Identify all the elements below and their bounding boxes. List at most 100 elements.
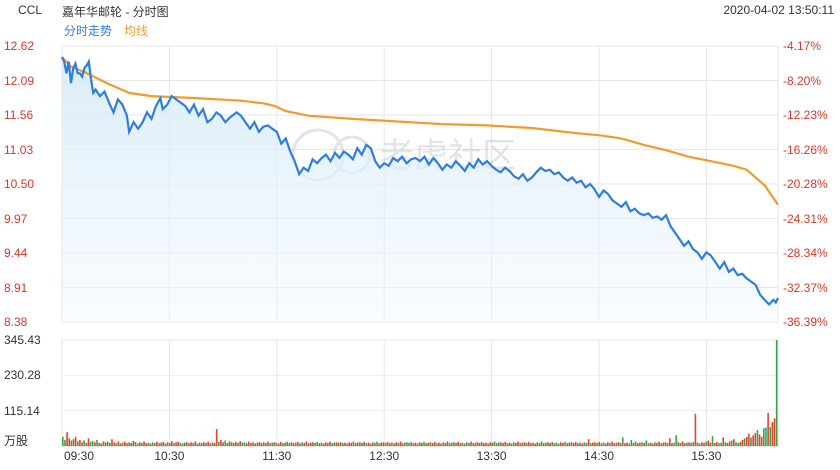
volume-bar bbox=[679, 442, 682, 446]
volume-bar bbox=[211, 442, 214, 446]
volume-bar bbox=[160, 442, 162, 446]
volume-bar bbox=[455, 442, 457, 446]
time-tick-label: 10:30 bbox=[154, 449, 185, 463]
volume-bar bbox=[549, 442, 551, 446]
volume-bar bbox=[378, 443, 380, 446]
volume-bar bbox=[350, 442, 353, 446]
volume-bar bbox=[94, 442, 96, 446]
volume-bar bbox=[773, 418, 776, 446]
volume-bar bbox=[632, 442, 635, 446]
legend-price: 分时走势 bbox=[64, 24, 113, 38]
volume-bar bbox=[577, 443, 579, 446]
volume-bar bbox=[418, 442, 421, 446]
volume-bar bbox=[510, 443, 513, 446]
volume-bar bbox=[748, 433, 750, 446]
volume-bar bbox=[512, 442, 515, 446]
volume-bar bbox=[288, 442, 291, 446]
volume-bar bbox=[185, 442, 188, 446]
volume-bar bbox=[294, 442, 297, 446]
volume-bar bbox=[656, 442, 658, 446]
volume-bar bbox=[228, 441, 231, 446]
volume-bar bbox=[301, 442, 303, 446]
volume-bar bbox=[339, 442, 342, 446]
volume-bar bbox=[64, 439, 66, 446]
volume-bar bbox=[429, 442, 432, 446]
volume-bar bbox=[213, 442, 216, 446]
volume-bar bbox=[245, 443, 248, 446]
volume-bar bbox=[239, 441, 241, 446]
volume-bar bbox=[89, 441, 92, 446]
volume-bar bbox=[495, 443, 498, 446]
volume-bar bbox=[617, 442, 620, 446]
price-tick-label: 12.62 bbox=[4, 39, 35, 53]
ticker-label: CCL bbox=[18, 3, 43, 17]
time-tick-label: 11:30 bbox=[262, 449, 292, 463]
volume-bar bbox=[96, 439, 98, 446]
volume-bar bbox=[448, 443, 451, 446]
volume-bar bbox=[215, 429, 218, 446]
volume-bar bbox=[363, 442, 365, 446]
volume-bar bbox=[763, 428, 765, 446]
volume-bar bbox=[639, 442, 641, 446]
volume-bar bbox=[230, 442, 233, 446]
volume-bar bbox=[72, 439, 75, 446]
volume-bar bbox=[267, 441, 269, 446]
volume-bar bbox=[226, 442, 229, 446]
volume-bar bbox=[354, 443, 357, 446]
volume-bar bbox=[111, 439, 113, 446]
volume-bar bbox=[688, 442, 690, 446]
volume-bar bbox=[483, 443, 485, 446]
volume-bar bbox=[760, 436, 763, 446]
price-tick-label: 11.03 bbox=[4, 142, 34, 157]
volume-bar bbox=[297, 442, 299, 446]
volume-bar bbox=[743, 438, 746, 446]
volume-bar bbox=[436, 443, 438, 446]
volume-bar bbox=[141, 442, 143, 446]
volume-bar bbox=[536, 442, 539, 446]
volume-bar bbox=[252, 442, 254, 446]
volume-bar bbox=[403, 442, 406, 446]
volume-bar bbox=[348, 442, 350, 446]
price-tick-label: 10.50 bbox=[4, 177, 35, 191]
volume-bar bbox=[271, 442, 274, 446]
volume-tick-label: 230.28 bbox=[4, 368, 41, 383]
volume-bar bbox=[149, 443, 152, 446]
volume-bar bbox=[485, 442, 487, 446]
volume-bar bbox=[444, 442, 447, 446]
time-tick-label: 12:30 bbox=[369, 449, 400, 463]
volume-bar bbox=[309, 442, 312, 446]
volume-bar bbox=[341, 443, 344, 446]
volume-bar bbox=[81, 442, 83, 446]
volume-bar bbox=[662, 442, 665, 446]
pct-tick-label: -8.20% bbox=[783, 73, 822, 88]
volume-bar bbox=[470, 441, 472, 446]
volume-bar bbox=[303, 442, 306, 446]
volume-bar bbox=[374, 442, 376, 446]
volume-bar bbox=[647, 443, 650, 446]
volume-bar bbox=[720, 442, 722, 446]
volume-bar bbox=[312, 442, 314, 446]
volume-bar bbox=[346, 443, 348, 446]
volume-bar bbox=[166, 442, 169, 446]
volume-bar bbox=[583, 442, 586, 446]
volume-bar bbox=[393, 443, 395, 446]
volume-bar bbox=[371, 442, 374, 446]
pct-tick-label: -20.28% bbox=[783, 177, 828, 191]
volume-bar bbox=[487, 443, 489, 446]
volume-bar bbox=[260, 443, 263, 446]
price-tick-label: 11.56 bbox=[4, 108, 34, 122]
volume-bar bbox=[106, 441, 109, 446]
time-tick-label: 13:30 bbox=[476, 449, 507, 463]
volume-tick-label: 345.43 bbox=[4, 333, 41, 347]
volume-bar bbox=[463, 443, 466, 446]
volume-bar bbox=[275, 442, 278, 446]
volume-bar bbox=[314, 442, 316, 446]
volume-bar bbox=[109, 442, 111, 446]
volume-bar bbox=[508, 442, 511, 446]
volume-bar bbox=[138, 442, 141, 446]
volume-bar bbox=[256, 442, 259, 446]
volume-bar bbox=[538, 442, 541, 446]
volume-bar bbox=[673, 442, 675, 446]
volume-bar bbox=[703, 442, 705, 446]
volume-bar bbox=[771, 422, 774, 446]
